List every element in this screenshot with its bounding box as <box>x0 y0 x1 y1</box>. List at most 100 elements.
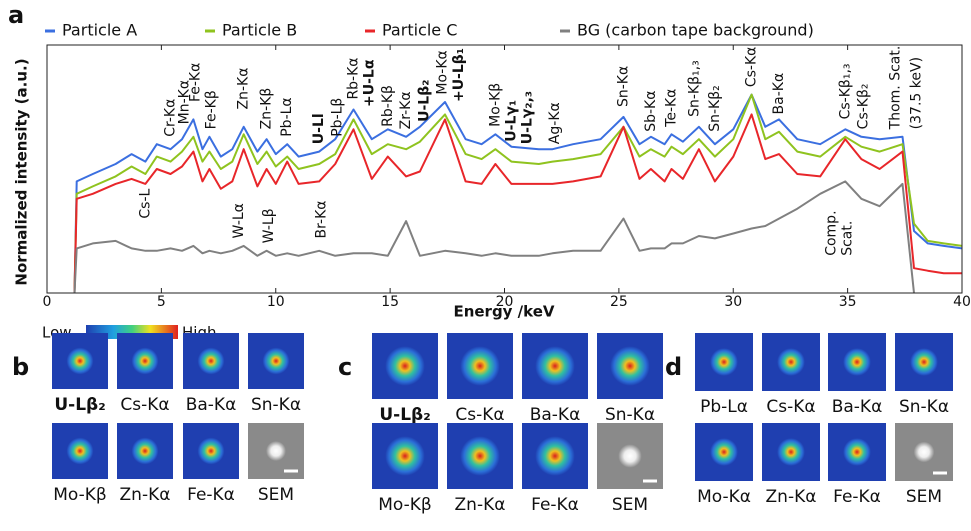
peak-label: Zr-Kα <box>398 91 414 129</box>
sem-particle <box>618 444 642 468</box>
y-axis-label: Normalized intensity (a.u.) <box>13 58 31 285</box>
peak-label: +U-Lβ₁ <box>451 48 467 102</box>
map-spot <box>198 438 225 465</box>
map-label: Fe-Kα <box>187 485 235 505</box>
peak-label: Cs-Kα <box>744 47 760 88</box>
peak-label: Pb-Lα <box>279 97 295 136</box>
map-spot <box>385 346 425 386</box>
map-label: SEM <box>906 487 942 507</box>
map-label: Sn-Kα <box>899 397 949 417</box>
peak-label: Fe-Kα <box>188 63 204 102</box>
map-spot <box>67 438 94 465</box>
map-spot <box>460 436 500 476</box>
map-spot <box>610 346 650 386</box>
map-spot <box>535 346 575 386</box>
peak-label: Sn-Kα <box>615 66 631 107</box>
map-spot <box>843 348 871 376</box>
x-tick-label: 0 <box>43 294 52 310</box>
x-tick-label: 25 <box>610 294 628 310</box>
legend-label: BG (carbon tape background) <box>577 21 814 40</box>
peak-label: Rb-Kα <box>346 57 362 99</box>
x-tick-label: 15 <box>381 294 399 310</box>
peak-label: Comp. <box>824 210 840 255</box>
peak-label: Br-Kα <box>314 201 330 239</box>
x-tick-label: 40 <box>953 294 971 310</box>
map-label: Sn-Kα <box>251 395 301 415</box>
peak-label: Cs-Kβ₂ <box>856 83 872 129</box>
map-label: Mo-Kβ <box>53 485 107 505</box>
map-spot <box>910 348 938 376</box>
map-label: Fe-Kα <box>833 487 881 507</box>
series-line <box>75 181 915 293</box>
map-label: Cs-Kα <box>455 405 504 425</box>
map-label: Zn-Kα <box>455 495 506 515</box>
map-label: U-Lβ₂ <box>54 395 105 415</box>
map-spot <box>710 438 738 466</box>
map-label: Cs-Kα <box>766 397 815 417</box>
map-label: Ba-Kα <box>186 395 237 415</box>
map-label: Fe-Kα <box>531 495 579 515</box>
peak-label: Cs-Kβ₁,₃ <box>837 63 853 119</box>
map-label: SEM <box>612 495 648 515</box>
x-tick-label: 35 <box>839 294 857 310</box>
peak-label: U-Ll <box>311 113 327 144</box>
peak-label: Mo-Kβ <box>487 83 503 127</box>
peak-label: U-Lβ₂ <box>416 80 432 122</box>
peak-label: Sn-Kβ₁,₃ <box>686 60 702 117</box>
peak-label: Sb-Kα <box>643 91 659 132</box>
sem-particle <box>266 441 286 461</box>
x-tick-label: 20 <box>496 294 514 310</box>
map-label: Zn-Kα <box>120 485 171 505</box>
peak-label: Ba-Kα <box>771 73 787 115</box>
x-tick-label: 5 <box>157 294 166 310</box>
peak-label: W-Lβ <box>261 208 277 243</box>
peak-label: (37.5 keV) <box>908 57 924 129</box>
peak-label: Rb-Kβ <box>380 85 396 127</box>
peak-label: U-Lγ₁ <box>503 100 519 142</box>
map-spot <box>132 438 159 465</box>
legend-label: Particle A <box>62 21 137 40</box>
map-spot <box>132 348 159 375</box>
peak-label: U-Lγ₂,₃ <box>519 91 535 144</box>
map-label: Zn-Kα <box>766 487 817 507</box>
panel-letter: d <box>665 353 682 381</box>
map-spot <box>535 436 575 476</box>
peak-label: Scat. <box>840 221 856 256</box>
map-label: U-Lβ₂ <box>379 405 430 425</box>
map-label: Pb-Lα <box>700 397 748 417</box>
map-label: SEM <box>258 485 294 505</box>
map-label: Mo-Kα <box>697 487 751 507</box>
figure: a Energy /keV Normalized intensity (a.u.… <box>0 0 971 531</box>
peak-label: Mo-Kα <box>435 50 451 94</box>
map-label: Sn-Kα <box>605 405 655 425</box>
peak-label: Thom. Scat. <box>888 46 904 131</box>
map-spot <box>777 438 805 466</box>
map-label: Mo-Kβ <box>378 495 432 515</box>
panel-letter: b <box>12 353 29 381</box>
map-label: Cs-Kα <box>120 395 169 415</box>
map-spot <box>263 348 290 375</box>
x-tick-label: 10 <box>267 294 285 310</box>
x-tick-label: 30 <box>724 294 742 310</box>
map-spot <box>710 348 738 376</box>
panel-letter: a <box>8 1 24 29</box>
sem-particle <box>914 442 935 463</box>
peak-label: Te-Kα <box>663 89 679 128</box>
map-spot <box>843 438 871 466</box>
peak-label: W-Lα <box>231 203 247 238</box>
map-label: Ba-Kα <box>832 397 883 417</box>
peak-label: Ag-Kα <box>547 102 563 144</box>
legend-label: Particle B <box>222 21 297 40</box>
map-spot <box>198 348 225 375</box>
map-label: Ba-Kα <box>530 405 581 425</box>
legend-label: Particle C <box>382 21 457 40</box>
peak-label: Zn-Kβ <box>259 88 275 130</box>
peak-label: Sn-Kβ₂ <box>707 85 723 132</box>
map-spot <box>385 436 425 476</box>
panel-letter: c <box>338 353 352 381</box>
peak-label: Pb-Lβ <box>330 98 346 137</box>
peak-label: Fe-Kβ <box>204 90 220 129</box>
map-spot <box>777 348 805 376</box>
map-spot <box>460 346 500 386</box>
peak-label: Zn-Kα <box>236 68 252 110</box>
